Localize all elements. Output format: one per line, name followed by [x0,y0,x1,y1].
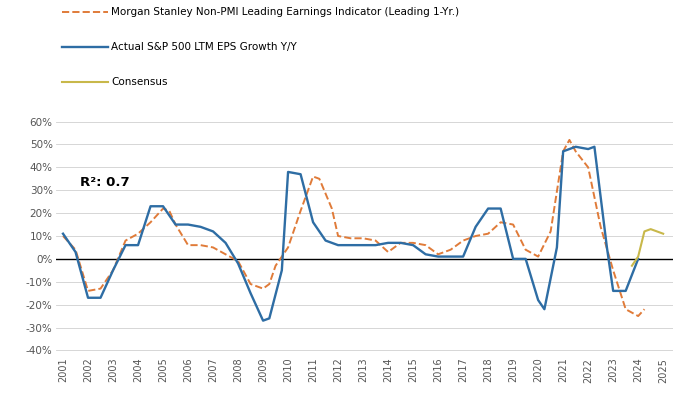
Actual S&P 500 LTM EPS Growth Y/Y [171,222,180,227]
Actual S&P 500 LTM EPS Growth Y/Y [434,254,442,259]
Actual S&P 500 LTM EPS Growth Y/Y [159,204,167,209]
Actual S&P 500 LTM EPS Growth Y/Y [146,204,155,209]
Text: Morgan Stanley Non-PMI Leading Earnings Indicator (Leading 1-Yr.): Morgan Stanley Non-PMI Leading Earnings … [111,7,459,17]
Actual S&P 500 LTM EPS Growth Y/Y [571,144,579,149]
Actual S&P 500 LTM EPS Growth Y/Y [334,243,342,248]
Morgan Stanley Non-PMI Leading Earnings Indicator (Leading 1-Yr.) [59,233,67,238]
Actual S&P 500 LTM EPS Growth Y/Y [459,254,467,259]
Actual S&P 500 LTM EPS Growth Y/Y [584,146,592,151]
Consensus [641,229,649,234]
Text: R²: 0.7: R²: 0.7 [81,176,130,189]
Actual S&P 500 LTM EPS Growth Y/Y [321,238,330,243]
Actual S&P 500 LTM EPS Growth Y/Y [309,220,317,225]
Morgan Stanley Non-PMI Leading Earnings Indicator (Leading 1-Yr.) [565,137,573,142]
Line: Actual S&P 500 LTM EPS Growth Y/Y: Actual S&P 500 LTM EPS Growth Y/Y [63,147,638,321]
Actual S&P 500 LTM EPS Growth Y/Y [371,243,380,248]
Text: Consensus: Consensus [111,77,167,86]
Actual S&P 500 LTM EPS Growth Y/Y [246,291,255,296]
Actual S&P 500 LTM EPS Growth Y/Y [396,240,405,245]
Actual S&P 500 LTM EPS Growth Y/Y [521,256,530,261]
Actual S&P 500 LTM EPS Growth Y/Y [296,172,305,177]
Actual S&P 500 LTM EPS Growth Y/Y [446,254,455,259]
Morgan Stanley Non-PMI Leading Earnings Indicator (Leading 1-Yr.) [109,268,117,273]
Actual S&P 500 LTM EPS Growth Y/Y [590,144,598,149]
Actual S&P 500 LTM EPS Growth Y/Y [534,297,542,302]
Actual S&P 500 LTM EPS Growth Y/Y [622,288,630,293]
Actual S&P 500 LTM EPS Growth Y/Y [184,222,192,227]
Actual S&P 500 LTM EPS Growth Y/Y [84,295,92,300]
Actual S&P 500 LTM EPS Growth Y/Y [284,169,292,174]
Actual S&P 500 LTM EPS Growth Y/Y [221,240,230,245]
Actual S&P 500 LTM EPS Growth Y/Y [384,240,392,245]
Actual S&P 500 LTM EPS Growth Y/Y [634,256,643,261]
Actual S&P 500 LTM EPS Growth Y/Y [259,318,267,323]
Actual S&P 500 LTM EPS Growth Y/Y [196,224,205,229]
Morgan Stanley Non-PMI Leading Earnings Indicator (Leading 1-Yr.) [328,206,336,211]
Actual S&P 500 LTM EPS Growth Y/Y [109,268,117,273]
Line: Consensus: Consensus [632,229,663,266]
Actual S&P 500 LTM EPS Growth Y/Y [359,243,367,248]
Morgan Stanley Non-PMI Leading Earnings Indicator (Leading 1-Yr.) [634,314,643,319]
Text: Actual S&P 500 LTM EPS Growth Y/Y: Actual S&P 500 LTM EPS Growth Y/Y [111,42,297,52]
Actual S&P 500 LTM EPS Growth Y/Y [609,288,618,293]
Actual S&P 500 LTM EPS Growth Y/Y [209,229,217,234]
Actual S&P 500 LTM EPS Growth Y/Y [471,224,480,229]
Actual S&P 500 LTM EPS Growth Y/Y [484,206,492,211]
Actual S&P 500 LTM EPS Growth Y/Y [278,268,286,273]
Morgan Stanley Non-PMI Leading Earnings Indicator (Leading 1-Yr.) [641,307,649,312]
Actual S&P 500 LTM EPS Growth Y/Y [121,243,130,248]
Actual S&P 500 LTM EPS Growth Y/Y [421,252,430,257]
Actual S&P 500 LTM EPS Growth Y/Y [134,243,142,248]
Actual S&P 500 LTM EPS Growth Y/Y [71,250,80,255]
Consensus [634,254,643,259]
Consensus [628,263,636,268]
Line: Morgan Stanley Non-PMI Leading Earnings Indicator (Leading 1-Yr.): Morgan Stanley Non-PMI Leading Earnings … [63,140,645,316]
Actual S&P 500 LTM EPS Growth Y/Y [265,316,273,321]
Actual S&P 500 LTM EPS Growth Y/Y [552,245,561,250]
Consensus [659,231,668,236]
Morgan Stanley Non-PMI Leading Earnings Indicator (Leading 1-Yr.) [265,282,273,286]
Consensus [653,229,661,234]
Morgan Stanley Non-PMI Leading Earnings Indicator (Leading 1-Yr.) [434,252,442,257]
Actual S&P 500 LTM EPS Growth Y/Y [509,256,517,261]
Actual S&P 500 LTM EPS Growth Y/Y [559,149,567,154]
Actual S&P 500 LTM EPS Growth Y/Y [96,295,105,300]
Morgan Stanley Non-PMI Leading Earnings Indicator (Leading 1-Yr.) [409,240,417,245]
Consensus [647,227,655,232]
Actual S&P 500 LTM EPS Growth Y/Y [603,245,611,250]
Actual S&P 500 LTM EPS Growth Y/Y [409,243,417,248]
Actual S&P 500 LTM EPS Growth Y/Y [234,261,242,266]
Actual S&P 500 LTM EPS Growth Y/Y [59,231,67,236]
Actual S&P 500 LTM EPS Growth Y/Y [346,243,355,248]
Actual S&P 500 LTM EPS Growth Y/Y [496,206,505,211]
Actual S&P 500 LTM EPS Growth Y/Y [540,307,548,312]
Morgan Stanley Non-PMI Leading Earnings Indicator (Leading 1-Yr.) [359,236,367,241]
